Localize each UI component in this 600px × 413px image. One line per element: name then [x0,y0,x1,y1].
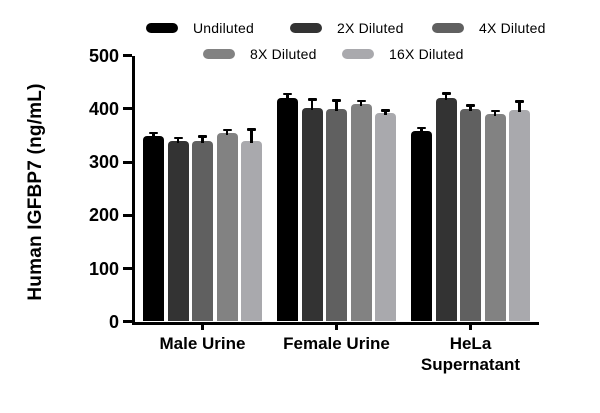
bar-hela-supernatant-8x-diluted [484,114,506,322]
error-bar-cap [332,99,341,102]
bar-male-urine-8x-diluted [216,132,238,322]
error-bar-stem [176,139,180,143]
error-bar-stem [493,112,497,117]
x-category-label-male-urine: Male Urine [160,333,246,354]
y-axis-line [132,56,135,325]
error-bar-stem [310,100,314,110]
error-bar-stem [384,111,387,116]
error-bar-stem [335,101,338,111]
y-axis-title: Human IGFBP7 (ng/mL) [25,83,46,301]
error-bar-stem [518,102,521,112]
y-tick-label-400: 400 [88,98,119,119]
x-category-label-female-urine: Female Urine [283,333,390,354]
x-axis-line [132,321,539,325]
bar-male-urine-undiluted [143,136,164,322]
y-tick-100 [123,267,132,271]
legend-label: 16X Diluted [389,46,464,62]
error-bar-cap [381,109,390,112]
legend-swatch-4x-diluted [432,23,464,33]
y-tick-label-100: 100 [88,258,119,279]
error-bar-cap [247,128,256,131]
x-category-label-line: HeLa [449,334,492,353]
y-tick-500 [123,54,132,58]
error-bar-stem [444,94,448,100]
x-category-label-hela-supernatant: HeLa Supernatant [421,333,520,375]
x-tick-male-urine [201,325,204,330]
legend-label: 2X Diluted [337,20,404,36]
error-bar-stem [359,102,363,107]
x-category-label-line: Male Urine [159,334,246,353]
error-bar-cap [417,126,426,130]
legend-item-2x-diluted: 2X Diluted [290,20,404,36]
bar-hela-supernatant-undiluted [411,131,432,322]
legend-label: 8X Diluted [250,46,317,62]
legend-swatch-2x-diluted [290,23,322,33]
y-tick-label-200: 200 [88,205,119,226]
error-bar-stem [420,129,423,134]
error-bar-cap [198,135,207,138]
y-tick-label-500: 500 [88,45,119,66]
bar-female-urine-2x-diluted [301,107,323,322]
error-bar-cap [515,100,524,103]
legend-item-4x-diluted: 4X Diluted [432,20,546,36]
legend-swatch-undiluted [146,23,178,33]
bar-female-urine-undiluted [277,97,298,322]
bar-male-urine-4x-diluted [192,141,213,322]
error-bar-cap [173,136,183,140]
legend-label: Undiluted [193,20,254,36]
bar-male-urine-2x-diluted [167,140,189,322]
error-bar-cap [466,104,475,107]
error-bar-cap [149,131,158,135]
error-bar-cap [283,92,292,96]
y-tick-0 [123,320,132,324]
error-bar-cap [441,92,451,95]
bar-female-urine-8x-diluted [350,104,372,322]
error-bar-stem [469,106,472,111]
legend-item-16x-diluted: 16X Diluted [342,46,464,62]
error-bar-cap [222,128,232,132]
bar-male-urine-16x-diluted [241,140,262,322]
bar-hela-supernatant-2x-diluted [435,97,457,322]
bar-female-urine-16x-diluted [375,113,396,322]
y-tick-label-0: 0 [108,311,119,332]
error-bar-cap [307,98,317,101]
error-bar-stem [201,137,204,144]
legend-swatch-8x-diluted [203,49,235,59]
x-tick-female-urine [335,325,338,330]
legend-item-undiluted: Undiluted [146,20,254,36]
legend-swatch-16x-diluted [342,49,374,59]
y-tick-200 [123,213,132,217]
error-bar-cap [490,109,500,113]
x-tick-hela-supernatant [469,325,472,330]
error-bar-stem [225,131,229,135]
bar-female-urine-4x-diluted [326,108,347,322]
x-category-label-line: Female Urine [283,334,390,353]
bar-hela-supernatant-4x-diluted [460,108,481,322]
legend-item-8x-diluted: 8X Diluted [203,46,317,62]
y-tick-400 [123,107,132,111]
error-bar-stem [286,95,289,100]
y-tick-300 [123,160,132,164]
legend-label: 4X Diluted [479,20,546,36]
x-category-label-line: Supernatant [420,355,521,374]
error-bar-stem [250,130,253,143]
bar-hela-supernatant-16x-diluted [509,109,530,322]
error-bar-cap [356,99,366,103]
y-tick-label-300: 300 [88,152,119,173]
error-bar-stem [152,134,155,139]
